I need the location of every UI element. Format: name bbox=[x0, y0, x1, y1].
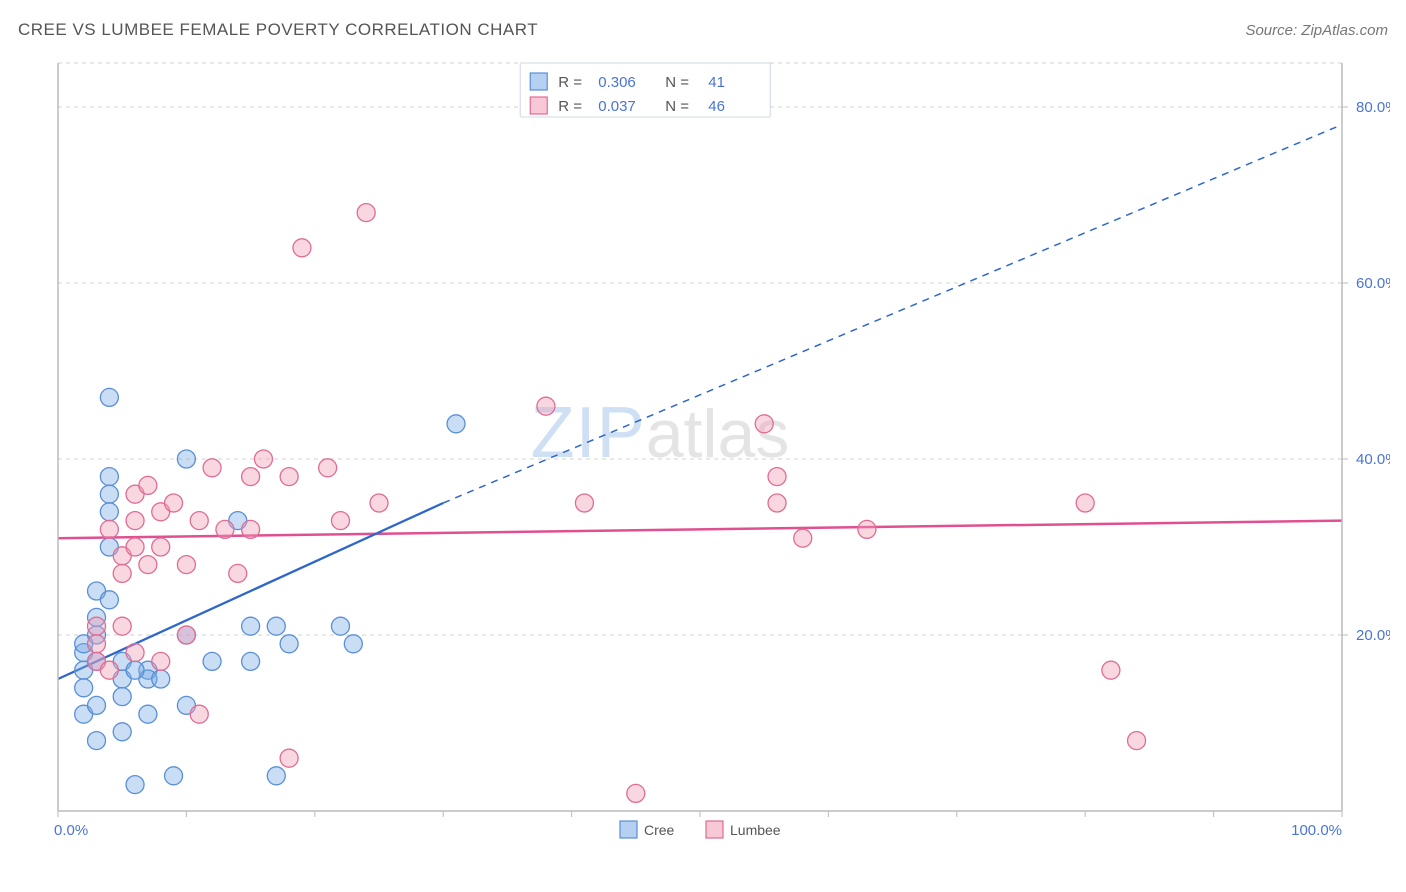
svg-text:100.0%: 100.0% bbox=[1291, 822, 1342, 839]
svg-text:N =: N = bbox=[665, 74, 689, 91]
svg-text:0.306: 0.306 bbox=[598, 74, 636, 91]
source-label: Source: ZipAtlas.com bbox=[1245, 22, 1388, 39]
chart-area: ZIPatlas 20.0% 40.0% 60.0% 80.0% 0.0% 100.0% R … bbox=[50, 55, 1390, 845]
svg-text:46: 46 bbox=[708, 98, 725, 115]
scatter-svg: ZIPatlas 20.0% 40.0% 60.0% 80.0% 0.0% 100.0% R … bbox=[50, 55, 1390, 845]
svg-text:60.0%: 60.0% bbox=[1356, 275, 1390, 292]
svg-text:ZIPatlas: ZIPatlas bbox=[531, 393, 790, 473]
svg-text:41: 41 bbox=[708, 74, 725, 91]
svg-text:N =: N = bbox=[665, 98, 689, 115]
svg-text:80.0%: 80.0% bbox=[1356, 99, 1390, 116]
svg-text:0.0%: 0.0% bbox=[54, 822, 88, 839]
svg-text:Cree: Cree bbox=[644, 822, 675, 838]
svg-text:40.0%: 40.0% bbox=[1356, 451, 1390, 468]
svg-text:20.0%: 20.0% bbox=[1356, 627, 1390, 644]
svg-text:R =: R = bbox=[558, 74, 582, 91]
chart-title: CREE VS LUMBEE FEMALE POVERTY CORRELATIO… bbox=[18, 20, 538, 40]
svg-text:Lumbee: Lumbee bbox=[730, 822, 781, 838]
svg-text:0.037: 0.037 bbox=[598, 98, 636, 115]
svg-text:R =: R = bbox=[558, 98, 582, 115]
